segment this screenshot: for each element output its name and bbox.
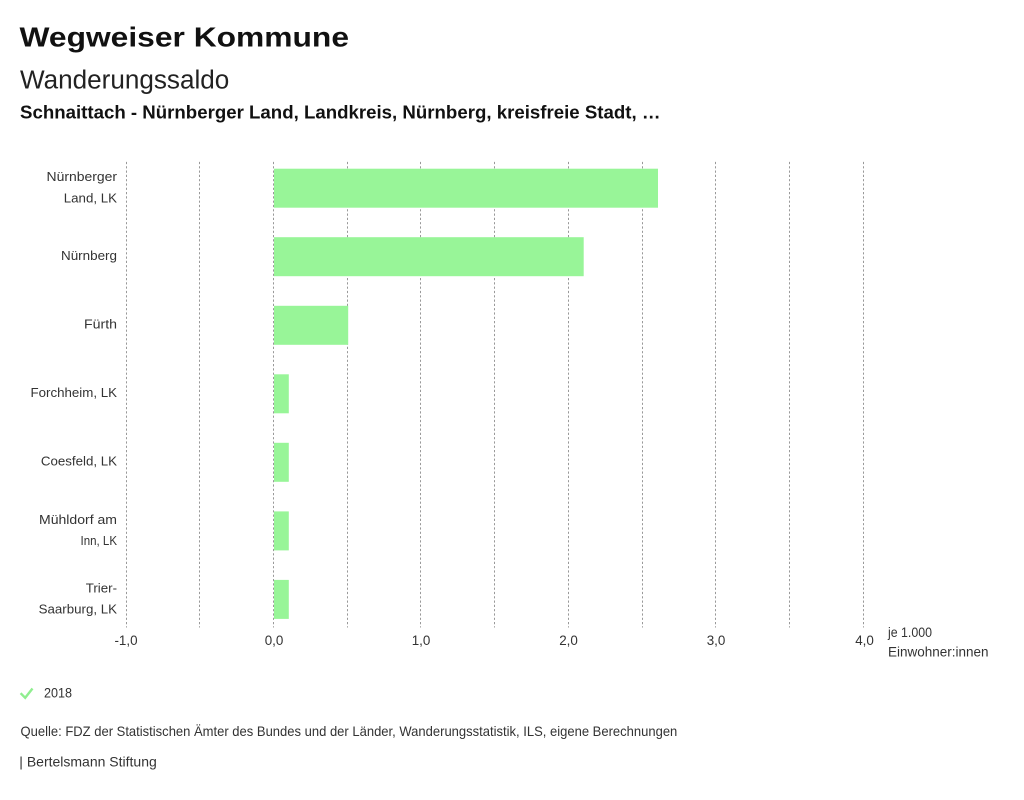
svg-text:1,0: 1,0 — [412, 633, 431, 648]
svg-text:3,0: 3,0 — [707, 633, 726, 648]
svg-text:4,0: 4,0 — [855, 633, 874, 648]
svg-text:Einwohner:innen: Einwohner:innen — [888, 645, 989, 660]
svg-text:-1,0: -1,0 — [114, 633, 137, 648]
svg-text:2018: 2018 — [44, 685, 72, 701]
svg-text:Wanderungssaldo: Wanderungssaldo — [20, 66, 229, 94]
svg-text:Nürnberger: Nürnberger — [47, 169, 118, 184]
svg-text:Inn, LK: Inn, LK — [81, 533, 118, 548]
svg-text:Fürth: Fürth — [84, 317, 117, 332]
svg-text:Saarburg, LK: Saarburg, LK — [39, 601, 117, 616]
svg-text:Nürnberg: Nürnberg — [61, 248, 117, 263]
svg-text:0,0: 0,0 — [265, 633, 284, 648]
svg-text:Coesfeld, LK: Coesfeld, LK — [41, 454, 117, 469]
svg-text:Forchheim, LK: Forchheim, LK — [31, 385, 118, 400]
svg-text:Mühldorf am: Mühldorf am — [39, 512, 117, 527]
svg-text:Quelle: FDZ der Statistischen: Quelle: FDZ der Statistischen Ämter des … — [21, 723, 678, 739]
svg-text:2,0: 2,0 — [559, 633, 578, 648]
svg-text:Land, LK: Land, LK — [64, 190, 117, 205]
svg-text:| Bertelsmann Stiftung: | Bertelsmann Stiftung — [19, 754, 156, 770]
svg-text:je 1.000: je 1.000 — [887, 625, 932, 640]
svg-text:Trier-: Trier- — [86, 580, 117, 595]
svg-text:Wegweiser Kommune: Wegweiser Kommune — [20, 21, 350, 52]
svg-text:Schnaittach - Nürnberger Land,: Schnaittach - Nürnberger Land, Landkreis… — [20, 102, 661, 123]
